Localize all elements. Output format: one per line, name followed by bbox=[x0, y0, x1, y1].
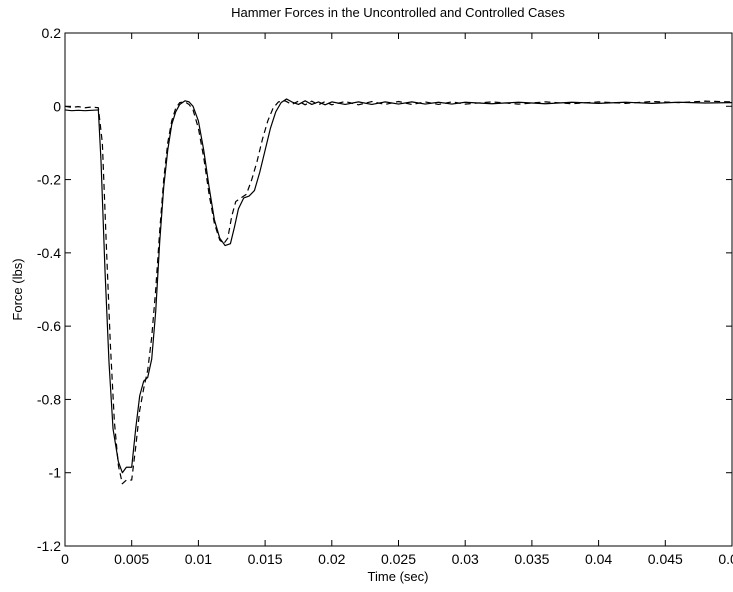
axes: 0 0.005 0.01 0.015 0.02 0.025 0.03 0.035 0.04 0.0… bbox=[37, 25, 733, 567]
y-tick-label: -0.8 bbox=[37, 391, 61, 407]
x-tick-label: 0.015 bbox=[248, 551, 283, 567]
y-tick-label: -0.4 bbox=[37, 245, 61, 261]
y-tick-label: -0.6 bbox=[37, 318, 61, 334]
series-line-solid bbox=[64, 98, 733, 474]
y-tick-label: -0.2 bbox=[37, 172, 61, 188]
x-tick-label: 0.03 bbox=[452, 551, 479, 567]
x-tick-label: 0.02 bbox=[318, 551, 345, 567]
chart-title: Hammer Forces in the Uncontrolled and Co… bbox=[231, 5, 565, 20]
y-tick-label: -1.2 bbox=[37, 538, 61, 554]
y-tick-label: -1 bbox=[49, 465, 62, 481]
x-tick-label: 0.005 bbox=[114, 551, 149, 567]
y-tick-label: 0.2 bbox=[42, 25, 62, 41]
series-line-dashed bbox=[64, 100, 733, 485]
plot-frame bbox=[64, 32, 733, 547]
y-tick-label: 0 bbox=[53, 98, 61, 114]
x-axis-label: Time (sec) bbox=[368, 569, 429, 584]
series-group bbox=[64, 98, 733, 485]
x-tick-label: 0.01 bbox=[185, 551, 212, 567]
x-tick-label: 0.025 bbox=[381, 551, 416, 567]
y-axis-label: Force (lbs) bbox=[10, 258, 25, 320]
x-tick-label: 0.045 bbox=[648, 551, 683, 567]
x-tick-label: 0.035 bbox=[514, 551, 549, 567]
x-tick-label: 0.05 bbox=[718, 551, 733, 567]
x-tick-label: 0.04 bbox=[585, 551, 612, 567]
x-tick-label: 0 bbox=[61, 551, 69, 567]
